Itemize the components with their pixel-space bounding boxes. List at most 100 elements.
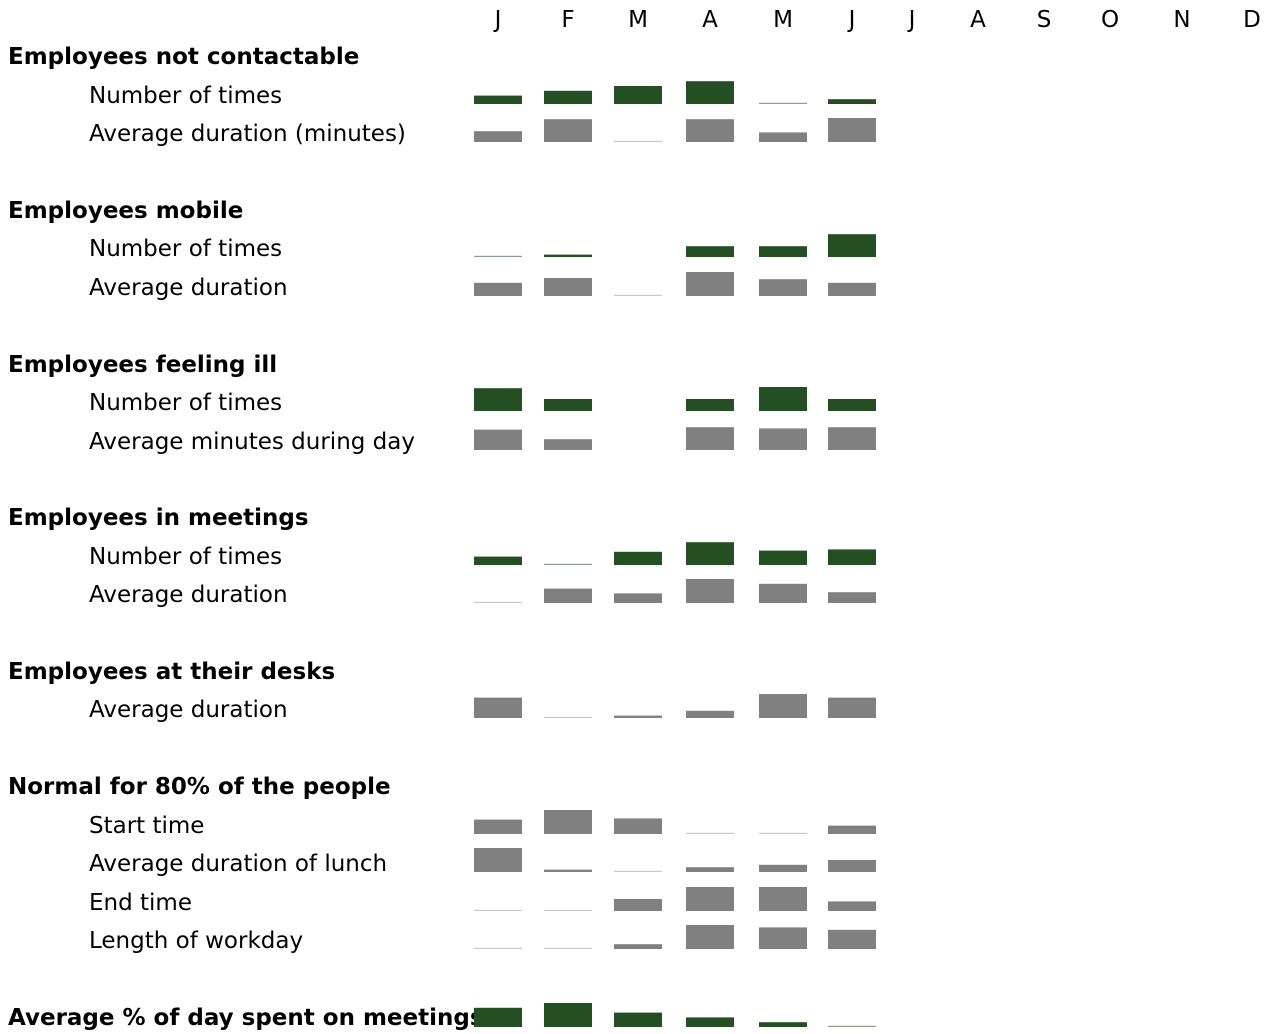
duration-bar xyxy=(686,272,734,296)
metric-label: Average duration xyxy=(89,582,288,608)
duration-bar xyxy=(474,947,522,949)
count-bar xyxy=(544,399,592,411)
duration-bar xyxy=(474,282,522,296)
count-bar xyxy=(474,556,522,565)
row-labels: Employees not contactable Number of times… xyxy=(8,44,484,1031)
summary-bar xyxy=(759,1022,807,1027)
duration-bar xyxy=(686,579,734,603)
count-bar xyxy=(544,254,592,257)
month-tick-label: M xyxy=(628,7,648,33)
duration-bar xyxy=(828,901,876,911)
duration-bar xyxy=(614,140,662,142)
summary-label: Average % of day spent on meetings xyxy=(8,1005,484,1031)
metric-label: Average duration xyxy=(89,697,288,723)
duration-bar xyxy=(828,929,876,949)
metric-label: Start time xyxy=(89,813,204,839)
duration-bar xyxy=(759,927,807,949)
metric-label: End time xyxy=(89,890,192,916)
duration-bar xyxy=(544,869,592,872)
duration-bar xyxy=(759,583,807,603)
count-bar xyxy=(759,550,807,565)
metric-label: Average minutes during day xyxy=(89,429,415,455)
group-label: Employees in meetings xyxy=(8,505,309,531)
metric-label: Length of workday xyxy=(89,928,303,954)
duration-bar xyxy=(544,947,592,949)
metric-label: Number of times xyxy=(89,83,282,109)
month-tick-label: D xyxy=(1243,7,1261,33)
duration-bar xyxy=(614,715,662,718)
group-label: Employees not contactable xyxy=(8,44,359,70)
month-tick-label: N xyxy=(1173,7,1190,33)
count-bar xyxy=(544,563,592,565)
metric-label: Number of times xyxy=(89,544,282,570)
duration-bar xyxy=(544,588,592,603)
metric-label: Average duration of lunch xyxy=(89,851,387,877)
duration-bar xyxy=(686,119,734,142)
group-label: Employees at their desks xyxy=(8,659,335,685)
duration-bar xyxy=(544,439,592,450)
duration-bar xyxy=(759,132,807,142)
duration-bar xyxy=(544,119,592,142)
count-bar xyxy=(686,399,734,411)
metric-label: Average duration xyxy=(89,275,288,301)
duration-bar xyxy=(544,716,592,718)
duration-bar xyxy=(759,694,807,718)
duration-bar xyxy=(474,429,522,450)
duration-bar xyxy=(686,887,734,911)
count-bar xyxy=(759,246,807,257)
duration-bar xyxy=(614,294,662,296)
group-label: Employees mobile xyxy=(8,198,243,224)
duration-bar xyxy=(828,825,876,834)
group-label: Normal for 80% of the people xyxy=(8,774,391,800)
duration-bar xyxy=(759,887,807,911)
count-bar xyxy=(759,387,807,411)
duration-bar xyxy=(828,592,876,603)
month-tick-label: O xyxy=(1101,7,1119,33)
duration-bar xyxy=(544,909,592,911)
bar-marks xyxy=(474,81,876,1027)
count-bar xyxy=(474,95,522,104)
month-tick-label: A xyxy=(970,7,986,33)
duration-bar xyxy=(759,428,807,450)
month-tick-label: M xyxy=(773,7,793,33)
duration-bar xyxy=(614,818,662,834)
metric-label: Average duration (minutes) xyxy=(89,121,406,147)
month-tick-label: J xyxy=(847,7,856,33)
summary-bar xyxy=(614,1012,662,1027)
group-label: Employees feeling ill xyxy=(8,352,277,378)
summary-bar xyxy=(828,1025,876,1027)
month-tick-label: S xyxy=(1037,7,1052,33)
month-tick-label: J xyxy=(907,7,916,33)
metric-label: Number of times xyxy=(89,236,282,262)
duration-bar xyxy=(686,867,734,872)
count-bar xyxy=(686,246,734,257)
summary-bar xyxy=(474,1007,522,1027)
duration-bar xyxy=(759,832,807,834)
count-bar xyxy=(474,388,522,411)
count-bar xyxy=(828,234,876,257)
count-bar xyxy=(828,99,876,104)
duration-bar xyxy=(474,848,522,872)
metric-label: Number of times xyxy=(89,390,282,416)
duration-bar xyxy=(614,870,662,872)
duration-bar xyxy=(686,710,734,718)
duration-bar xyxy=(544,278,592,296)
count-bar xyxy=(474,255,522,257)
duration-bar xyxy=(686,427,734,450)
duration-bar xyxy=(828,697,876,718)
duration-bar xyxy=(474,131,522,142)
month-tick-label: A xyxy=(702,7,718,33)
count-bar xyxy=(759,102,807,104)
duration-bar xyxy=(614,899,662,911)
duration-bar xyxy=(474,697,522,718)
duration-bar xyxy=(828,427,876,450)
duration-bar xyxy=(474,819,522,834)
duration-bar xyxy=(614,593,662,603)
duration-bar xyxy=(759,279,807,296)
count-bar xyxy=(614,551,662,565)
duration-bar xyxy=(474,601,522,603)
count-bar xyxy=(614,86,662,104)
count-bar xyxy=(828,549,876,565)
count-bar xyxy=(828,399,876,411)
